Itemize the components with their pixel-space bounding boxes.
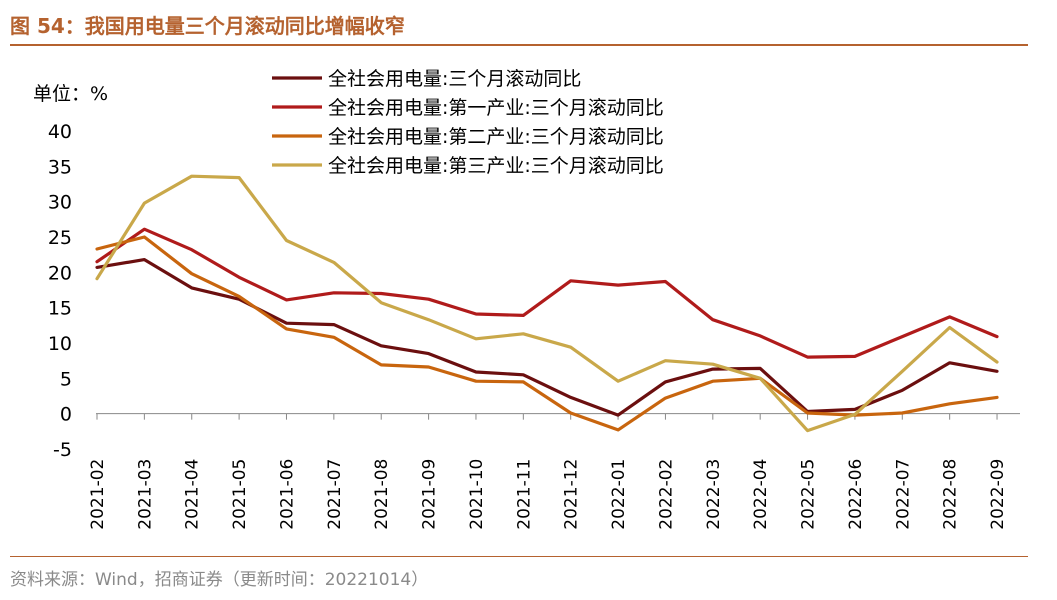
line-chart: 40 35 30 25 20 15 10 5 0 -5 2021-02 2021-03 2021-04 2… bbox=[33, 68, 1020, 530]
y-unit-label: 单位：% bbox=[33, 83, 108, 105]
y-tick-label: 25 bbox=[48, 227, 72, 249]
x-tick-label: 2022-02 bbox=[656, 459, 676, 530]
y-tick-label: -5 bbox=[53, 439, 72, 461]
y-tick-label: 0 bbox=[60, 404, 72, 426]
x-tick-label: 2022-04 bbox=[751, 459, 771, 530]
axes-layer: 40 35 30 25 20 15 10 5 0 -5 2021-02 2021-03 2021-04 2… bbox=[48, 121, 1020, 530]
x-tick-label: 2021-02 bbox=[88, 459, 108, 530]
x-tick-label: 2021-05 bbox=[230, 459, 250, 530]
legend-label: 全社会用电量:三个月滚动同比 bbox=[328, 68, 581, 90]
series-line bbox=[95, 227, 999, 359]
series-line bbox=[95, 258, 999, 417]
source-divider bbox=[10, 556, 1028, 557]
legend-label: 全社会用电量:第二产业:三个月滚动同比 bbox=[328, 126, 664, 148]
x-tick-label: 2021-12 bbox=[562, 459, 582, 530]
y-tick-label: 30 bbox=[48, 192, 72, 214]
y-tick-label: 5 bbox=[60, 368, 72, 390]
figure-title: 图 54：我国用电量三个月滚动同比增幅收窄 bbox=[10, 14, 405, 38]
legend: 全社会用电量:三个月滚动同比全社会用电量:第一产业:三个月滚动同比全社会用电量:… bbox=[272, 68, 664, 177]
x-tick-label: 2022-05 bbox=[799, 459, 819, 530]
source-note: 资料来源：Wind，招商证券（更新时间：20221014） bbox=[10, 570, 429, 590]
legend-label: 全社会用电量:第三产业:三个月滚动同比 bbox=[328, 155, 664, 177]
series-line bbox=[95, 174, 999, 433]
y-tick-label: 35 bbox=[48, 156, 72, 178]
y-tick-label: 10 bbox=[48, 333, 72, 355]
x-tick-label: 2021-10 bbox=[467, 459, 487, 530]
title-divider bbox=[10, 44, 1028, 46]
x-tick-label: 2022-09 bbox=[988, 459, 1008, 530]
legend-label: 全社会用电量:第一产业:三个月滚动同比 bbox=[328, 97, 664, 119]
y-tick-label: 20 bbox=[48, 262, 72, 284]
x-tick-label: 2021-07 bbox=[325, 459, 345, 530]
x-tick-label: 2022-08 bbox=[941, 459, 961, 530]
x-tick-label: 2021-08 bbox=[372, 459, 392, 530]
x-tick-label: 2022-03 bbox=[704, 459, 724, 530]
y-tick-label: 40 bbox=[48, 121, 72, 143]
x-tick-label: 2022-06 bbox=[846, 459, 866, 530]
x-tick-label: 2021-04 bbox=[183, 459, 203, 530]
x-tick-label: 2022-07 bbox=[893, 459, 913, 530]
y-tick-label: 15 bbox=[48, 298, 72, 320]
x-tick-label: 2021-03 bbox=[135, 459, 155, 530]
x-tick-label: 2022-01 bbox=[609, 459, 629, 530]
x-tick-label: 2021-09 bbox=[420, 459, 440, 530]
series-layer bbox=[95, 174, 999, 433]
x-tick-label: 2021-11 bbox=[514, 459, 534, 530]
x-tick-label: 2021-06 bbox=[277, 459, 297, 530]
series-line bbox=[95, 235, 999, 432]
